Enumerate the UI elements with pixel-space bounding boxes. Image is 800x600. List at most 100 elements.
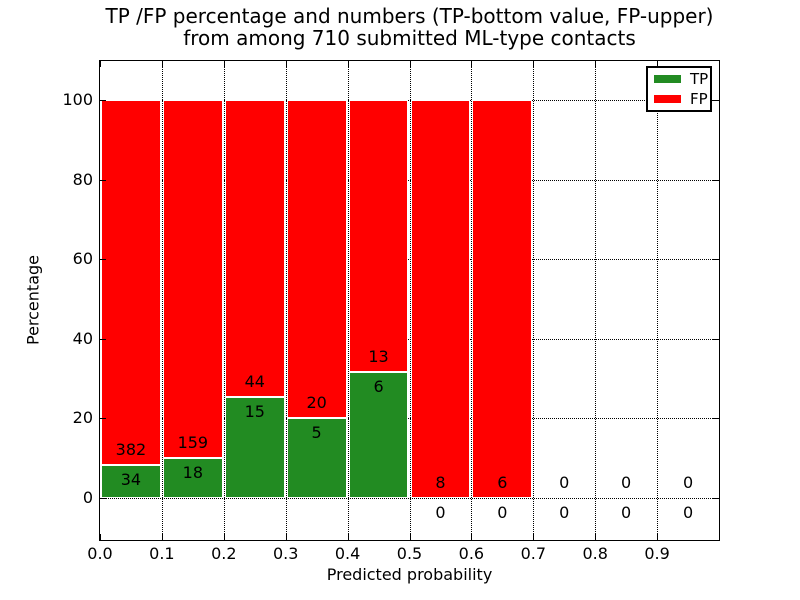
- legend: TP FP: [646, 66, 712, 112]
- bar-segment-fp: [101, 100, 161, 466]
- x-tick-label: 0.4: [334, 544, 361, 563]
- x-axis-tick: [471, 534, 473, 540]
- tp-count-label: 0: [435, 503, 446, 522]
- x-axis-tick: [285, 534, 287, 540]
- x-tick-label: 0.7: [520, 544, 547, 563]
- tp-legend-label: TP: [690, 69, 709, 88]
- x-axis-tick-top: [409, 61, 411, 67]
- bar-segment-tp: [101, 465, 161, 498]
- fp-legend-label: FP: [690, 89, 708, 108]
- tp-count-label: 5: [311, 423, 322, 443]
- x-axis-tick-top: [347, 61, 349, 67]
- x-tick-label: 0.8: [582, 544, 608, 563]
- chart-title-line1: TP /FP percentage and numbers (TP-bottom…: [105, 4, 714, 28]
- tp-count-label: 0: [559, 503, 570, 522]
- tp-legend-swatch-icon: [654, 75, 681, 83]
- y-axis-tick: [100, 418, 106, 420]
- x-tick-label: 0.0: [87, 544, 113, 563]
- x-axis-tick-top: [471, 61, 473, 67]
- legend-item-tp: TP: [654, 69, 710, 88]
- y-tick-label: 80: [72, 169, 93, 189]
- bar-segment-fp: [410, 100, 471, 498]
- tp-count-label: 18: [182, 462, 204, 482]
- tp-count-label: 0: [682, 503, 694, 522]
- x-axis-tick: [595, 534, 597, 540]
- fp-count-label: 20: [306, 393, 327, 413]
- tp-count-label: 6: [373, 377, 384, 397]
- x-axis-tick-top: [285, 61, 287, 67]
- y-axis-tick-right: [713, 338, 719, 340]
- fp-count-label: 44: [244, 371, 265, 391]
- y-axis-tick-right: [713, 498, 719, 499]
- v-gridline: [285, 61, 287, 540]
- x-axis-tick: [161, 534, 163, 540]
- y-tick-label: 100: [62, 90, 93, 109]
- x-axis-tick-top: [100, 61, 101, 67]
- x-axis-label: Predicted probability: [326, 565, 493, 584]
- tp-count-label: 34: [120, 470, 142, 490]
- y-axis-tick-right: [713, 418, 719, 420]
- fp-count-label: 382: [115, 440, 147, 460]
- v-gridline: [409, 61, 411, 540]
- y-axis-tick-right: [713, 179, 719, 181]
- bar-segment-fp: [348, 100, 409, 373]
- x-axis-tick: [347, 534, 349, 540]
- bar-segment-tp: [348, 372, 409, 498]
- v-gridline: [595, 61, 597, 540]
- y-axis-tick: [100, 338, 106, 340]
- y-tick-label: 60: [72, 249, 93, 269]
- y-axis-tick-right: [713, 259, 719, 261]
- x-tick-label: 0.2: [211, 544, 237, 563]
- fp-legend-swatch-icon: [654, 95, 681, 103]
- x-axis-tick: [533, 534, 535, 540]
- y-axis-tick: [100, 498, 106, 499]
- x-axis-tick: [100, 534, 101, 540]
- chart-title: TP /FP percentage and numbers (TP-bottom…: [100, 5, 719, 49]
- fp-count-label: 0: [559, 473, 570, 492]
- bar-segment-fp: [472, 100, 533, 498]
- chart-title-line2: from among 710 submitted ML-type contact…: [183, 26, 636, 50]
- x-axis-tick-top: [657, 61, 659, 67]
- bar-segment-fp: [286, 100, 347, 419]
- x-axis-tick: [223, 534, 225, 540]
- y-tick-label: 20: [72, 408, 93, 428]
- y-axis-tick: [100, 259, 106, 261]
- x-axis-tick-top: [533, 61, 535, 67]
- x-axis-tick-top: [223, 61, 225, 67]
- plot-area: TP FP 382 34 159 18 44 15 20 5 13 6 8 0 6 0 0 0 0 0 0 0: [99, 60, 720, 541]
- v-gridline: [161, 61, 163, 540]
- bar-segment-fp: [162, 100, 223, 458]
- x-tick-label: 0.6: [458, 544, 485, 563]
- v-gridline: [223, 61, 225, 540]
- bar-segment-tp: [224, 396, 285, 498]
- bar-segment-tp: [162, 457, 223, 498]
- fp-count-label: 0: [682, 473, 694, 492]
- fp-count-label: 13: [368, 347, 389, 367]
- x-axis-tick-top: [161, 61, 163, 67]
- x-axis-tick: [409, 534, 411, 540]
- bar-segment-tp: [286, 418, 347, 498]
- tp-count-label: 0: [497, 503, 508, 522]
- fp-count-label: 6: [497, 473, 508, 492]
- fp-count-label: 159: [177, 432, 209, 452]
- y-tick-label: 0: [82, 488, 93, 507]
- legend-item-fp: FP: [654, 89, 710, 108]
- x-tick-label: 0.1: [149, 544, 175, 563]
- bar-segment-fp: [224, 100, 285, 397]
- y-tick-label: 40: [72, 328, 93, 348]
- x-tick-label: 0.5: [396, 544, 423, 563]
- tp-count-label: 0: [621, 503, 632, 522]
- v-gridline: [533, 61, 535, 540]
- y-axis-tick: [100, 100, 106, 101]
- y-axis-tick-right: [713, 100, 719, 101]
- v-gridline: [347, 61, 349, 540]
- x-axis-tick: [657, 534, 659, 540]
- v-gridline: [657, 61, 659, 540]
- y-axis-tick: [100, 179, 106, 181]
- v-gridline: [471, 61, 473, 540]
- fp-count-label: 8: [435, 473, 446, 492]
- x-axis-tick-top: [595, 61, 597, 67]
- fp-count-label: 0: [621, 473, 632, 492]
- x-tick-label: 0.3: [272, 544, 299, 563]
